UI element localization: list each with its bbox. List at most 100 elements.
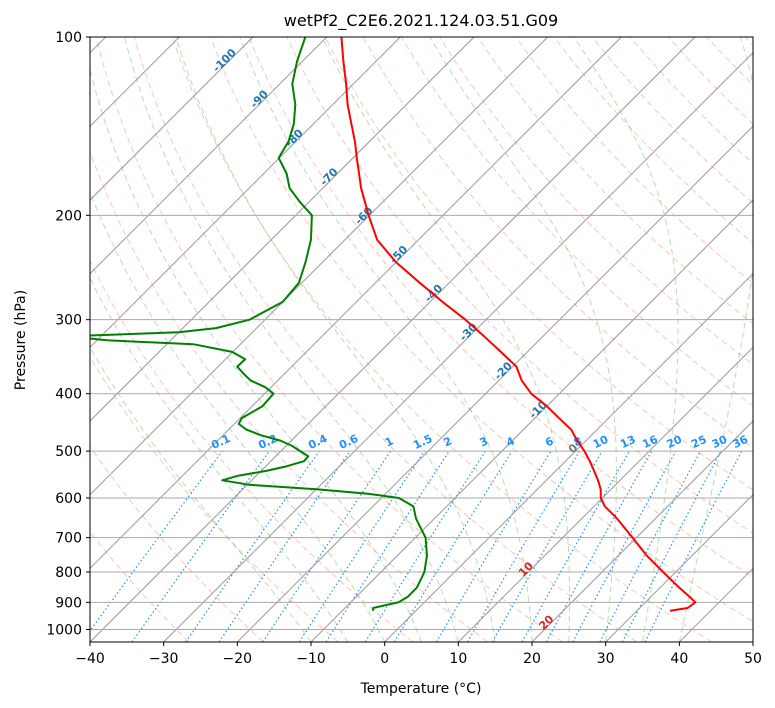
dry-adiabat [95,37,563,642]
mixing-ratio-line [218,450,351,642]
moist-adiabat [239,37,533,642]
moist-adiabats [90,37,753,642]
dry-adiabat [90,356,339,642]
mixing-ratio-line [131,450,270,642]
y-tick-label: 1000 [46,622,82,638]
dry-adiabat [324,37,753,491]
y-tick-label: 300 [55,313,82,329]
mixing-ratio-line [644,450,743,642]
mixing-ratio-line [545,450,653,642]
mixing-ratio-line [599,450,702,642]
x-tick-label: 0 [380,651,389,667]
isotherm [384,272,753,642]
dry-adiabat [286,37,753,534]
dry-adiabat [553,37,753,244]
y-tick-label: 200 [55,208,82,224]
mixing-ratio-label: 10 [591,433,611,451]
dewpoint-line [90,37,428,611]
x-tick-label: 50 [744,651,762,667]
mixing-ratio-label: 0.1 [209,432,232,452]
moist-adiabat [175,37,496,642]
isotherm [90,37,401,349]
mixing-ratio-line [262,450,392,642]
isotherm [531,420,753,642]
x-tick-label: −10 [296,651,326,667]
mixing-ratio-label: 3 [478,434,490,449]
isoline-labels: 0.1 0.2 0.4 0.6 1 1.5 2 3 4 6 8 10 13 16 20 25 30 36-100-… [209,46,751,686]
dry-adiabats [90,37,753,642]
mixing-ratio-lines [90,450,743,642]
mixing-ratio-line [185,450,320,642]
dry-adiabat [133,37,638,642]
x-tick-label: −40 [75,651,105,667]
moist-adiabat [90,277,349,642]
x-tick-label: −30 [149,651,179,667]
moist-adiabat [573,37,679,642]
y-axis-ticks: 100 200 300 400 500 600 700 800 900 1000 [46,30,90,638]
moist-adiabat [429,37,617,642]
isotherm [678,567,753,642]
dry-adiabat [515,37,753,284]
dry-adiabat [90,445,264,642]
plot-frame [89,36,754,643]
mixing-ratio-line [466,450,580,642]
dry-adiabat [591,37,753,204]
dry-adiabat [90,150,488,642]
isotherm [90,37,328,275]
plot-area: 0.1 0.2 0.4 0.6 1 1.5 2 3 4 6 8 10 13 16 20 25 30 36-100-… [90,37,753,686]
dry-adiabat [706,37,753,86]
mixing-ratio-label: 13 [618,433,637,451]
isotherm-label: 30 [557,666,577,686]
mixing-ratio-label: 16 [640,433,660,451]
isotherm-label: -100 [210,46,239,75]
mixing-ratio-line [521,450,631,642]
isotherm-label: -70 [317,165,340,188]
isotherm [90,37,254,201]
dry-adiabat [248,37,753,578]
mixing-ratio-label: 36 [731,433,751,451]
moist-adiabat [90,346,312,642]
moist-adiabat [124,37,459,642]
isotherm [90,37,549,496]
x-axis-label: Temperature (°C) [360,681,482,697]
moist-adiabat [321,37,571,642]
isotherm-label: 10 [516,559,536,579]
isotherm-label: -10 [527,398,550,421]
dry-adiabat [744,37,753,47]
isotherm-label: -90 [248,87,271,110]
chart-title: wetPf2_C2E6.2021.124.03.51.G09 [284,11,558,31]
isotherm [310,199,753,642]
isobars [90,37,753,630]
y-tick-label: 800 [55,565,82,581]
x-tick-label: 20 [523,651,541,667]
isotherm [752,641,753,642]
y-tick-label: 900 [55,595,82,611]
isotherm [90,37,622,570]
isotherm [605,493,753,642]
moist-adiabat [678,37,753,642]
y-tick-label: 700 [55,531,82,547]
mixing-ratio-label: 0.4 [306,432,329,452]
y-tick-label: 400 [55,387,82,403]
mixing-ratio-line [435,450,552,642]
isotherm [236,125,753,642]
y-tick-label: 100 [55,30,82,46]
isotherms [90,37,753,642]
mixing-ratio-label: 1 [383,434,395,449]
isotherm [90,37,696,642]
x-tick-label: 30 [597,651,615,667]
isotherm [457,346,753,642]
mixing-ratio-line [90,450,223,632]
x-axis-ticks: −40 −30 −20 −10 0 10 20 30 40 50 [75,642,762,667]
mixing-ratio-label: 20 [665,433,685,451]
sounding-series [90,37,697,612]
y-tick-label: 500 [55,444,82,460]
x-tick-label: −20 [223,651,253,667]
y-axis-label: Pressure (hPa) [13,290,29,390]
dry-adiabat [90,259,414,642]
x-tick-label: 10 [449,651,467,667]
x-tick-label: 40 [670,651,688,667]
isotherm [90,37,475,422]
mixing-ratio-line [393,450,513,642]
